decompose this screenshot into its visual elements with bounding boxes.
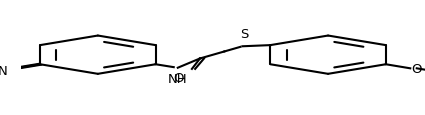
Text: NH: NH — [168, 73, 187, 86]
Text: O: O — [411, 62, 422, 75]
Text: S: S — [240, 28, 249, 41]
Text: O: O — [173, 72, 184, 85]
Text: N: N — [0, 64, 7, 77]
